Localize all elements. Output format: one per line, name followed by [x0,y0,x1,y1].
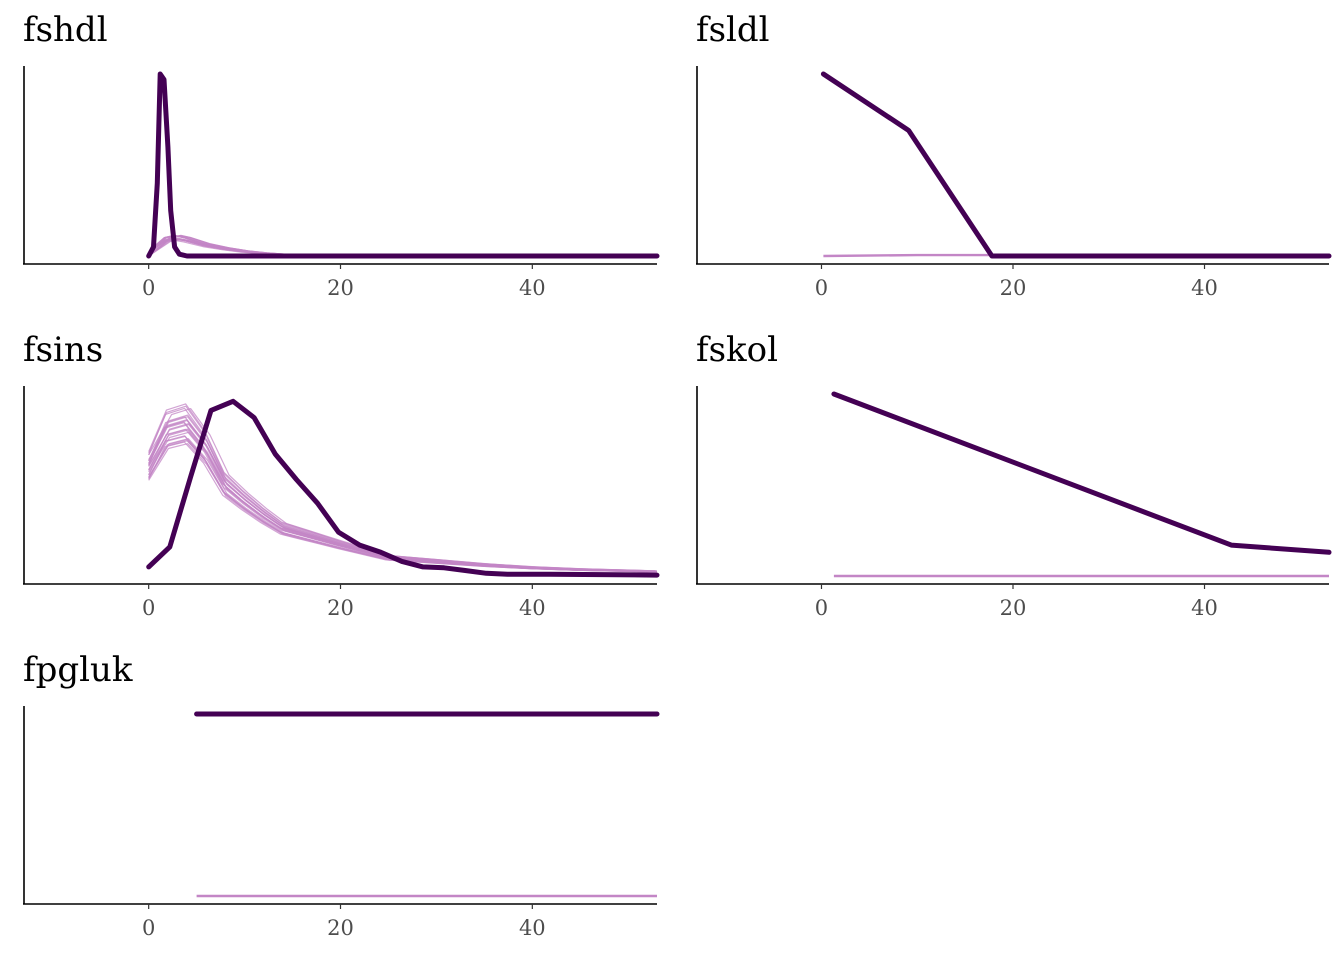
observed-series-line [146,398,660,578]
x-tick-label: 20 [327,916,354,940]
imputed-series-line [148,235,657,257]
x-tick-label: 40 [1191,596,1218,620]
imputed-series-line [148,431,658,573]
imputed-series-line [148,234,657,257]
panel-fskol: fskol 0 20 40 [696,330,1332,620]
panel-title: fsldl [696,10,770,50]
observed-lines [820,71,1332,259]
observed-series-line [831,391,1332,555]
panel-fsins: fsins 0 20 40 [23,330,660,620]
panel-fshdl: fshdl 0 20 40 [23,10,660,300]
panel-fsldl: fsldl 0 20 40 [696,10,1332,300]
panel-title: fpgluk [23,650,133,690]
x-tick-label: 20 [1000,596,1027,620]
observed-series-line [820,71,1332,259]
x-tick-label: 20 [327,596,354,620]
x-tick-label: 0 [815,596,828,620]
imputed-series-line [148,403,656,572]
imputed-series-line [148,235,656,257]
x-axis-ticks: 0 20 40 [142,264,546,300]
imputed-series-line [148,235,654,257]
x-tick-label: 0 [142,916,155,940]
x-tick-label: 20 [1000,276,1027,300]
panel-title: fshdl [23,10,108,50]
imputed-series-line [148,439,657,573]
observed-series-line [146,71,660,259]
imputed-series-line [148,429,658,573]
x-tick-label: 0 [142,596,155,620]
imputed-series-line [148,440,658,573]
x-tick-label: 40 [1191,276,1218,300]
imputed-lines [148,403,658,573]
imputed-series-line [148,235,657,257]
imputed-series-line [148,441,655,573]
imputed-lines [148,234,657,257]
imputed-series-line [148,435,655,573]
imputed-series-line [148,419,658,572]
observed-lines [146,71,660,259]
x-axis-ticks: 0 20 40 [142,904,546,940]
x-tick-label: 0 [815,276,828,300]
imputed-series-line [148,235,655,257]
imputed-series-line [148,234,655,257]
panel-title: fskol [696,330,778,370]
imputed-series-line [823,253,992,258]
panel-fpgluk: fpgluk 0 20 40 [23,650,660,940]
imputed-series-line [148,235,657,257]
imputed-series-line [148,428,656,573]
x-tick-label: 0 [142,276,155,300]
imputed-series-line [148,443,658,573]
imputed-series-line [148,416,655,572]
x-axis-ticks: 0 20 40 [815,584,1218,620]
imputed-series-line [148,423,658,572]
x-tick-label: 40 [519,276,546,300]
imputed-series-line [148,235,655,257]
imputed-series-line [148,428,658,573]
imputed-lines [823,253,992,258]
panel-title: fsins [23,330,103,370]
x-tick-label: 40 [519,596,546,620]
imputed-series-line [148,234,654,257]
imputed-series-line [148,235,657,257]
x-axis-ticks: 0 20 40 [142,584,546,620]
x-tick-label: 40 [519,916,546,940]
x-axis-ticks: 0 20 40 [815,264,1218,300]
imputed-series-line [148,408,658,572]
imputed-series-line [148,438,658,573]
observed-lines [146,398,660,578]
observed-lines [831,391,1332,555]
imputed-series-line [148,435,656,573]
x-tick-label: 20 [327,276,354,300]
